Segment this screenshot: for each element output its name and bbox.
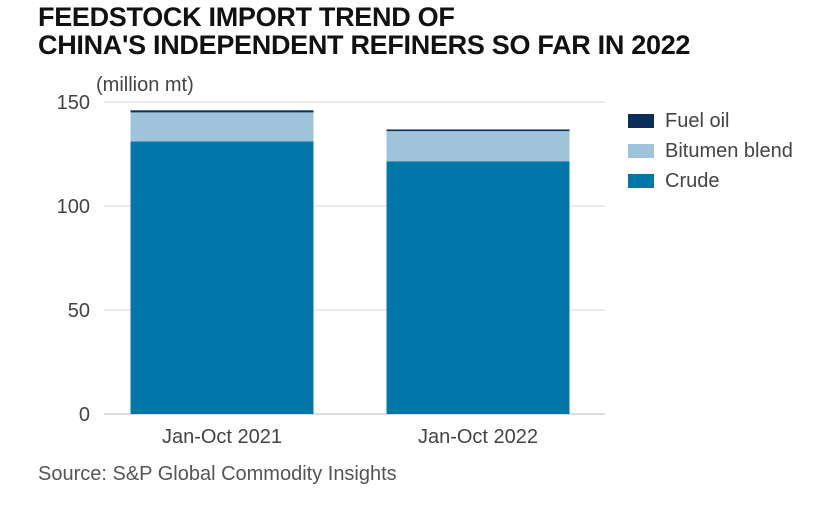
- bar-bitumen-blend-1: [386, 131, 570, 162]
- y-tick-label: 150: [57, 92, 90, 114]
- y-tick-label: 50: [68, 300, 90, 322]
- bar-crude-1: [386, 161, 570, 414]
- title-line-2: CHINA'S INDEPENDENT REFINERS SO FAR IN 2…: [38, 30, 691, 60]
- title-line-1: FEEDSTOCK IMPORT TREND OF: [38, 2, 455, 32]
- y-tick-labels: 0 50 100 150: [57, 92, 90, 426]
- source-note: Source: S&P Global Commodity Insights: [38, 463, 397, 485]
- bar-bitumen-blend-0: [130, 112, 314, 142]
- legend-swatch: [628, 144, 654, 158]
- legend-item-crude: Crude: [628, 166, 793, 196]
- x-tick-label: Jan-Oct 2022: [418, 426, 538, 448]
- legend-swatch: [628, 114, 654, 128]
- y-unit-label: (million mt): [96, 74, 194, 96]
- bar-crude-0: [130, 141, 314, 414]
- legend-label: Crude: [665, 169, 720, 192]
- chart-title: FEEDSTOCK IMPORT TREND OF CHINA'S INDEPE…: [38, 3, 818, 59]
- bar-fuel-oil-0: [130, 110, 314, 113]
- legend-label: Bitumen blend: [665, 139, 793, 162]
- x-tick-label: Jan-Oct 2021: [162, 426, 282, 448]
- y-tick-label: 0: [79, 404, 90, 426]
- y-tick-label: 100: [57, 196, 90, 218]
- legend-label: Fuel oil: [665, 109, 730, 132]
- legend-swatch: [628, 174, 654, 188]
- x-tick-labels: Jan-Oct 2021 Jan-Oct 2022: [162, 426, 538, 448]
- bar-fuel-oil-1: [386, 129, 570, 132]
- legend-item-bitumen-blend: Bitumen blend: [628, 136, 793, 166]
- legend-item-fuel-oil: Fuel oil: [628, 106, 793, 136]
- legend: Fuel oil Bitumen blend Crude: [628, 106, 793, 196]
- bars: [130, 110, 570, 414]
